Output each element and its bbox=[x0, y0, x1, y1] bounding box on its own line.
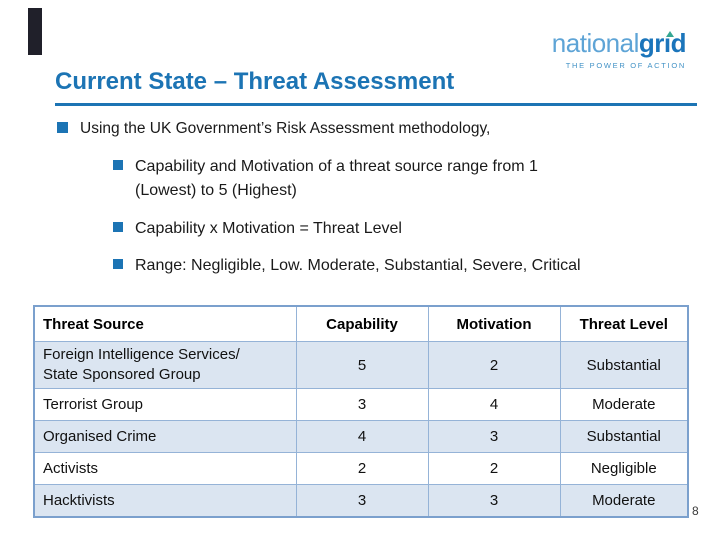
cell-threat-level: Negligible bbox=[559, 452, 689, 485]
cell-capability: 3 bbox=[295, 388, 429, 421]
table-row: Hacktivists 3 3 Moderate bbox=[33, 484, 689, 518]
cell-motivation: 2 bbox=[427, 341, 561, 389]
cell-motivation: 3 bbox=[427, 420, 561, 453]
logo-grid-post: d bbox=[670, 28, 687, 58]
dark-accent-bar bbox=[28, 8, 42, 55]
logo-idot-icon bbox=[665, 31, 674, 37]
logo-wordmark: nationalgrıd bbox=[551, 28, 687, 58]
table-row: Foreign Intelligence Services/ State Spo… bbox=[33, 341, 689, 389]
logo-grid-pre: gr bbox=[638, 28, 665, 58]
bullet-level1: Using the UK Government’s Risk Assessmen… bbox=[57, 117, 677, 141]
cell-capability: 3 bbox=[295, 484, 429, 518]
table-row: Activists 2 2 Negligible bbox=[33, 452, 689, 485]
table-row: Terrorist Group 3 4 Moderate bbox=[33, 388, 689, 421]
header-motivation: Motivation bbox=[427, 305, 561, 342]
cell-capability: 4 bbox=[295, 420, 429, 453]
header-threat-source: Threat Source bbox=[33, 305, 297, 342]
header-threat-level: Threat Level bbox=[559, 305, 689, 342]
bullet-square-icon bbox=[113, 259, 123, 269]
cell-capability: 2 bbox=[295, 452, 429, 485]
threat-assessment-table: Threat Source Capability Motivation Thre… bbox=[33, 305, 689, 518]
logo-tagline: THE POWER OF ACTION bbox=[565, 61, 686, 70]
cell-motivation: 2 bbox=[427, 452, 561, 485]
table-header-row: Threat Source Capability Motivation Thre… bbox=[33, 305, 689, 342]
bullet-level2-text: Range: Negligible, Low. Moderate, Substa… bbox=[135, 257, 581, 274]
cell-threat-source: Hacktivists bbox=[33, 484, 297, 518]
cell-threat-source: Organised Crime bbox=[33, 420, 297, 453]
bullet-level2-text: Capability and Motivation of a threat so… bbox=[135, 158, 538, 199]
cell-threat-source: Foreign Intelligence Services/ State Spo… bbox=[33, 341, 297, 389]
cell-threat-level: Moderate bbox=[559, 484, 689, 518]
cell-motivation: 4 bbox=[427, 388, 561, 421]
logo-national-text: national bbox=[551, 28, 640, 58]
cell-capability: 5 bbox=[295, 341, 429, 389]
header-capability: Capability bbox=[295, 305, 429, 342]
bullet-level2-capability-motivation: Capability and Motivation of a threat so… bbox=[113, 155, 673, 203]
table-row: Organised Crime 4 3 Substantial bbox=[33, 420, 689, 453]
bullet-level2-threat-level-formula: Capability x Motivation = Threat Level bbox=[113, 217, 673, 241]
bullet-square-icon bbox=[113, 160, 123, 170]
page-number: 8 bbox=[692, 504, 699, 518]
bullet-level2-text: Capability x Motivation = Threat Level bbox=[135, 220, 402, 237]
logo-grid-text: grıd bbox=[638, 28, 687, 58]
cell-threat-source: Activists bbox=[33, 452, 297, 485]
bullet-level1-text: Using the UK Government’s Risk Assessmen… bbox=[80, 120, 491, 137]
cell-threat-source: Terrorist Group bbox=[33, 388, 297, 421]
cell-threat-level: Substantial bbox=[559, 341, 689, 389]
cell-threat-level: Moderate bbox=[559, 388, 689, 421]
page-title: Current State – Threat Assessment bbox=[55, 68, 455, 95]
cell-threat-level: Substantial bbox=[559, 420, 689, 453]
cell-motivation: 3 bbox=[427, 484, 561, 518]
bullet-square-icon bbox=[57, 122, 68, 133]
nationalgrid-logo: nationalgrıd THE POWER OF ACTION bbox=[551, 28, 687, 70]
logo-grid-i: ı bbox=[663, 28, 671, 58]
bullet-square-icon bbox=[113, 222, 123, 232]
title-rule bbox=[55, 103, 697, 106]
bullet-level2-range: Range: Negligible, Low. Moderate, Substa… bbox=[113, 254, 693, 278]
